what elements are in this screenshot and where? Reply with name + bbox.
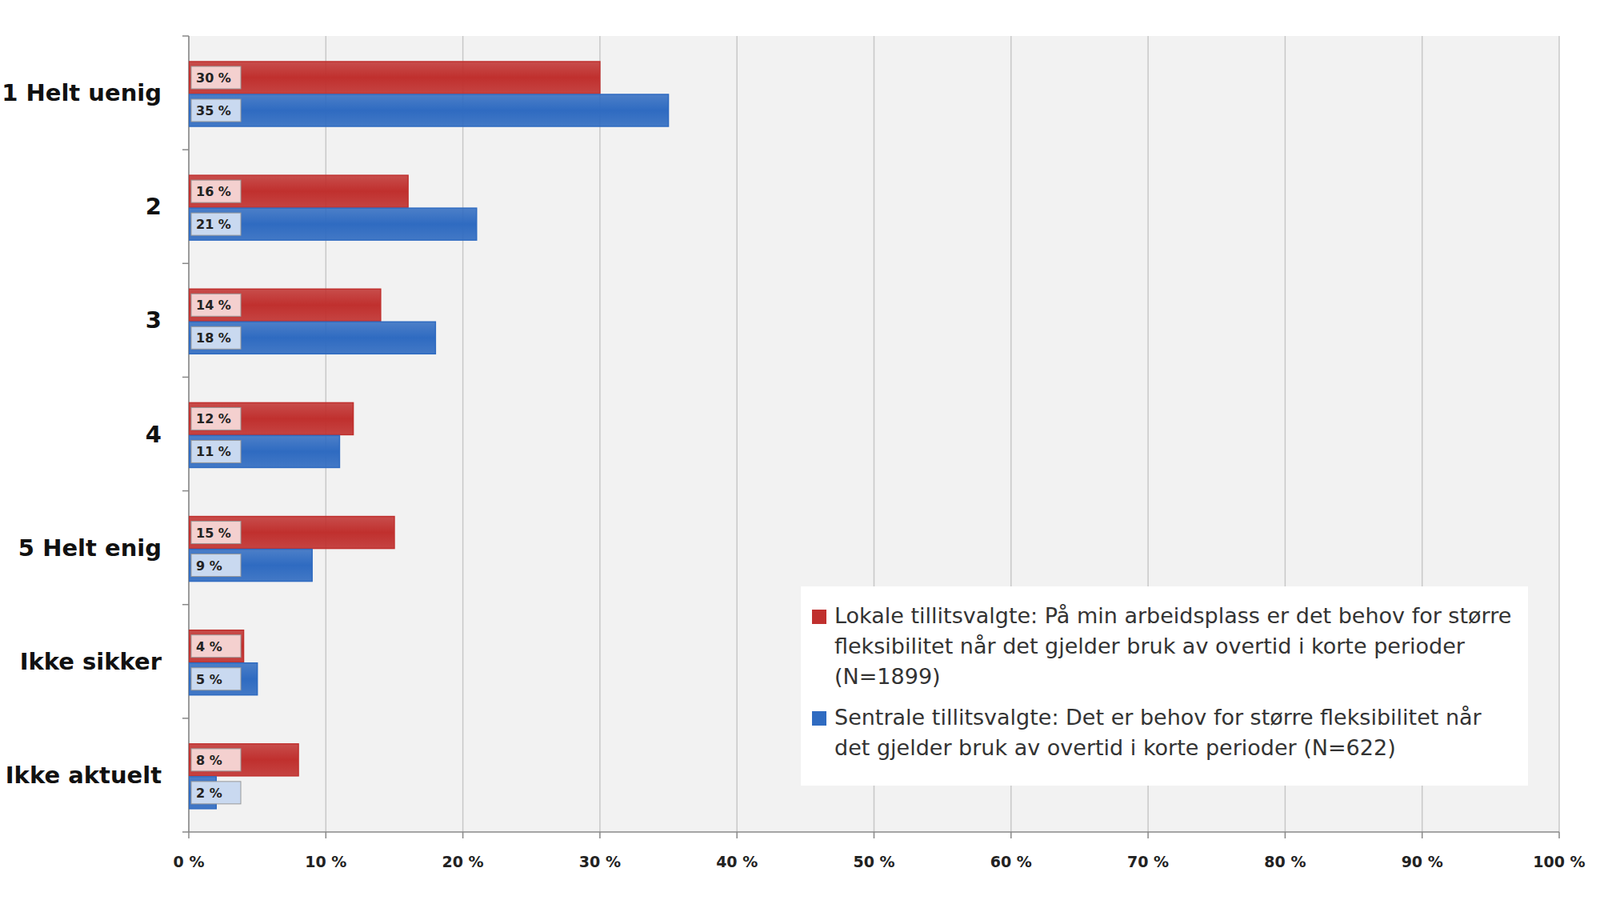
category-label: 5 Helt enig (18, 534, 162, 562)
bars (188, 61, 669, 809)
category-tick (182, 263, 189, 265)
legend-swatch (812, 609, 827, 624)
bar (188, 549, 312, 582)
tick-label: 10 % (304, 852, 347, 871)
bar (188, 175, 408, 208)
data-label: 14 % (196, 297, 232, 313)
data-label: 4 % (196, 639, 223, 655)
tick-mark (1010, 832, 1012, 839)
tick-label: 40 % (716, 852, 758, 871)
category-label: 1 Helt uenig (1, 79, 162, 107)
bar (188, 516, 395, 549)
category-tick (182, 831, 189, 833)
data-label: 9 % (196, 558, 223, 574)
category-label: Ikke sikker (20, 648, 163, 676)
data-label: 35 % (196, 103, 232, 119)
category-label: Ikke aktuelt (5, 761, 162, 789)
data-label: 12 % (196, 411, 232, 427)
tick-label: 30 % (579, 852, 621, 871)
grid-line (462, 36, 464, 832)
legend-swatch (812, 711, 827, 726)
bar (188, 94, 669, 127)
bar (188, 208, 477, 240)
data-label-box (191, 66, 241, 89)
bar (188, 321, 436, 354)
category-tick (182, 717, 189, 720)
data-label: 15 % (196, 525, 232, 541)
bar (188, 435, 340, 468)
tick-mark (1558, 832, 1560, 839)
bar (188, 402, 354, 435)
category-label: 2 (145, 192, 162, 220)
data-label-box (191, 99, 241, 122)
tick-label: 50 % (852, 852, 895, 871)
tick-mark (325, 832, 328, 839)
tick-label: 70 % (1127, 852, 1169, 871)
data-label: 5 % (196, 672, 223, 688)
category-tick (182, 35, 189, 37)
bar (188, 61, 600, 94)
legend-label: Lokale tillitsvalgte: På min arbeidsplas… (834, 600, 1512, 692)
legend-label: Sentrale tillitsvalgte: Det er behov for… (834, 702, 1512, 764)
legend: Lokale tillitsvalgte: På min arbeidsplas… (800, 586, 1528, 786)
tick-mark (1147, 832, 1149, 839)
tick-label: 90 % (1401, 852, 1444, 871)
data-labels: 30 % 16 % 14 % 12 % 15 % 4 % 8 % 35 % 21 % 18 % 11… (191, 66, 241, 804)
data-label-box (191, 635, 241, 658)
chart-root: 0 % 10 % 20 % 30 % 40 % 50 % 60 % 70 % 80 % 90 % 1… (0, 0, 1600, 900)
tick-mark (873, 832, 876, 839)
data-label: 16 % (196, 184, 232, 200)
tick-mark (1284, 832, 1287, 839)
legend-entry: Sentrale tillitsvalgte: Det er behov for… (812, 702, 1512, 764)
bar (188, 630, 244, 663)
data-label-box (191, 407, 241, 430)
data-label: 21 % (196, 216, 232, 232)
data-label-box (191, 668, 241, 691)
tick-mark (188, 832, 190, 839)
tick-label: 20 % (442, 852, 484, 871)
x-axis-line (188, 831, 1560, 833)
data-label: 2 % (196, 785, 223, 801)
tick-mark (736, 832, 738, 839)
data-label: 8 % (196, 752, 223, 768)
data-label-box (191, 554, 241, 577)
data-label-box (191, 180, 241, 203)
data-label-box (191, 326, 241, 349)
tick-label: 80 % (1264, 852, 1306, 871)
data-label: 11 % (196, 444, 232, 460)
data-label: 18 % (196, 330, 232, 346)
data-label-box (191, 212, 241, 236)
tick-label: 60 % (990, 852, 1032, 871)
tick-label: 0 % (173, 852, 205, 871)
category-tick (182, 148, 189, 151)
category-tick (182, 490, 189, 492)
category-tick (182, 376, 189, 379)
data-label-box (191, 748, 241, 772)
tick-label: 100 % (1532, 852, 1585, 871)
bar (188, 744, 299, 776)
grid-line (736, 36, 738, 832)
category-label: 4 (145, 420, 162, 448)
bar (188, 288, 381, 321)
grid-line (1558, 36, 1560, 832)
data-label-box (191, 293, 241, 316)
plot-background (188, 36, 1560, 832)
tick-mark (462, 832, 464, 839)
tick-mark (599, 832, 601, 839)
data-label-box (191, 440, 241, 463)
category-label: 3 (145, 306, 162, 334)
category-tick (182, 604, 189, 606)
data-label-box (191, 781, 241, 804)
bar (188, 663, 258, 696)
tick-mark (1421, 832, 1424, 839)
grid-line (599, 36, 601, 832)
legend-entry: Lokale tillitsvalgte: På min arbeidsplas… (812, 600, 1512, 692)
data-label: 30 % (196, 70, 232, 86)
data-label-box (191, 521, 241, 544)
